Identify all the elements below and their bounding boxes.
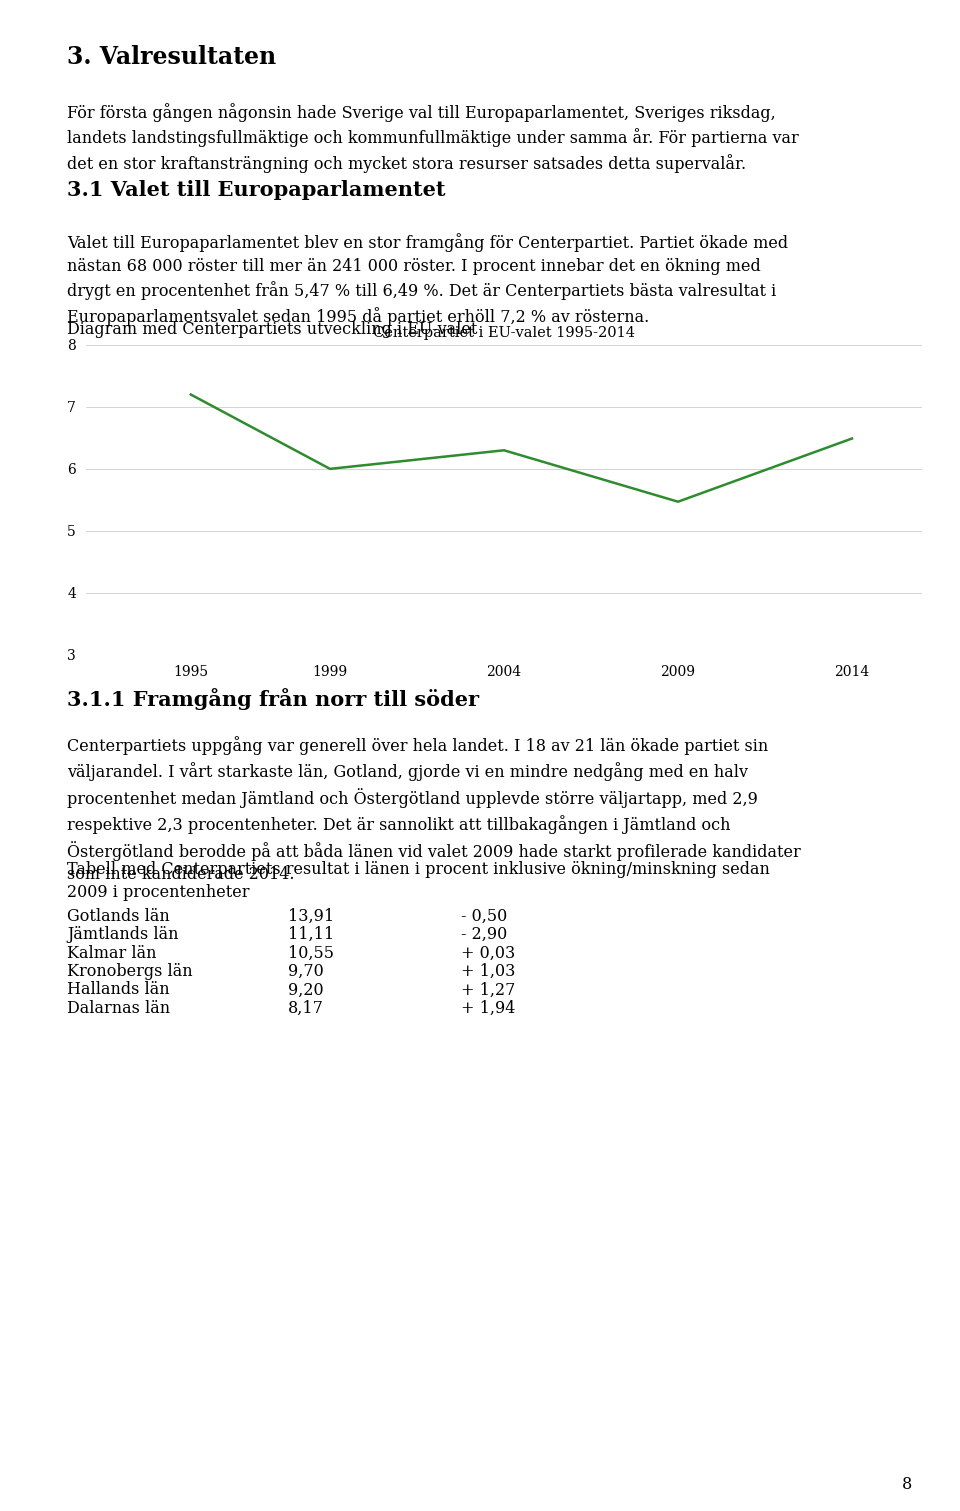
Text: Kalmar län: Kalmar län [67, 944, 156, 961]
Text: - 2,90: - 2,90 [461, 926, 507, 943]
Text: Kronobergs län: Kronobergs län [67, 963, 193, 981]
Text: + 0,03: + 0,03 [461, 944, 516, 961]
Text: Dalarnas län: Dalarnas län [67, 1000, 170, 1017]
Text: Diagram med Centerpartiets utveckling i EU-valet: Diagram med Centerpartiets utveckling i … [67, 322, 477, 338]
Text: Jämtlands län: Jämtlands län [67, 926, 179, 943]
Text: + 1,94: + 1,94 [461, 1000, 516, 1017]
Text: 10,55: 10,55 [288, 944, 334, 961]
Text: Gotlands län: Gotlands län [67, 908, 170, 925]
Text: 8,17: 8,17 [288, 1000, 324, 1017]
Text: - 0,50: - 0,50 [461, 908, 507, 925]
Text: För första gången någonsin hade Sverige val till Europaparlamentet, Sveriges rik: För första gången någonsin hade Sverige … [67, 103, 799, 172]
Text: 3.1 Valet till Europaparlamentet: 3.1 Valet till Europaparlamentet [67, 180, 445, 199]
Text: 9,20: 9,20 [288, 982, 324, 999]
Text: Tabell med Centerpartiets resultat i länen i procent inklusive ökning/minskning : Tabell med Centerpartiets resultat i län… [67, 861, 770, 901]
Text: + 1,03: + 1,03 [461, 963, 516, 981]
Text: 3. Valresultaten: 3. Valresultaten [67, 45, 276, 70]
Text: + 1,27: + 1,27 [461, 982, 516, 999]
Text: 3.1.1 Framgång från norr till söder: 3.1.1 Framgång från norr till söder [67, 688, 479, 710]
Text: 9,70: 9,70 [288, 963, 324, 981]
Text: Hallands län: Hallands län [67, 982, 170, 999]
Text: 13,91: 13,91 [288, 908, 334, 925]
Text: 8: 8 [901, 1476, 912, 1493]
Text: 11,11: 11,11 [288, 926, 334, 943]
Text: Valet till Europaparlamentet blev en stor framgång för Centerpartiet. Partiet ök: Valet till Europaparlamentet blev en sto… [67, 233, 788, 326]
Text: Centerpartiets uppgång var generell över hela landet. I 18 av 21 län ökade parti: Centerpartiets uppgång var generell över… [67, 736, 801, 884]
Title: Centerpartiet i EU-valet 1995-2014: Centerpartiet i EU-valet 1995-2014 [373, 326, 635, 340]
